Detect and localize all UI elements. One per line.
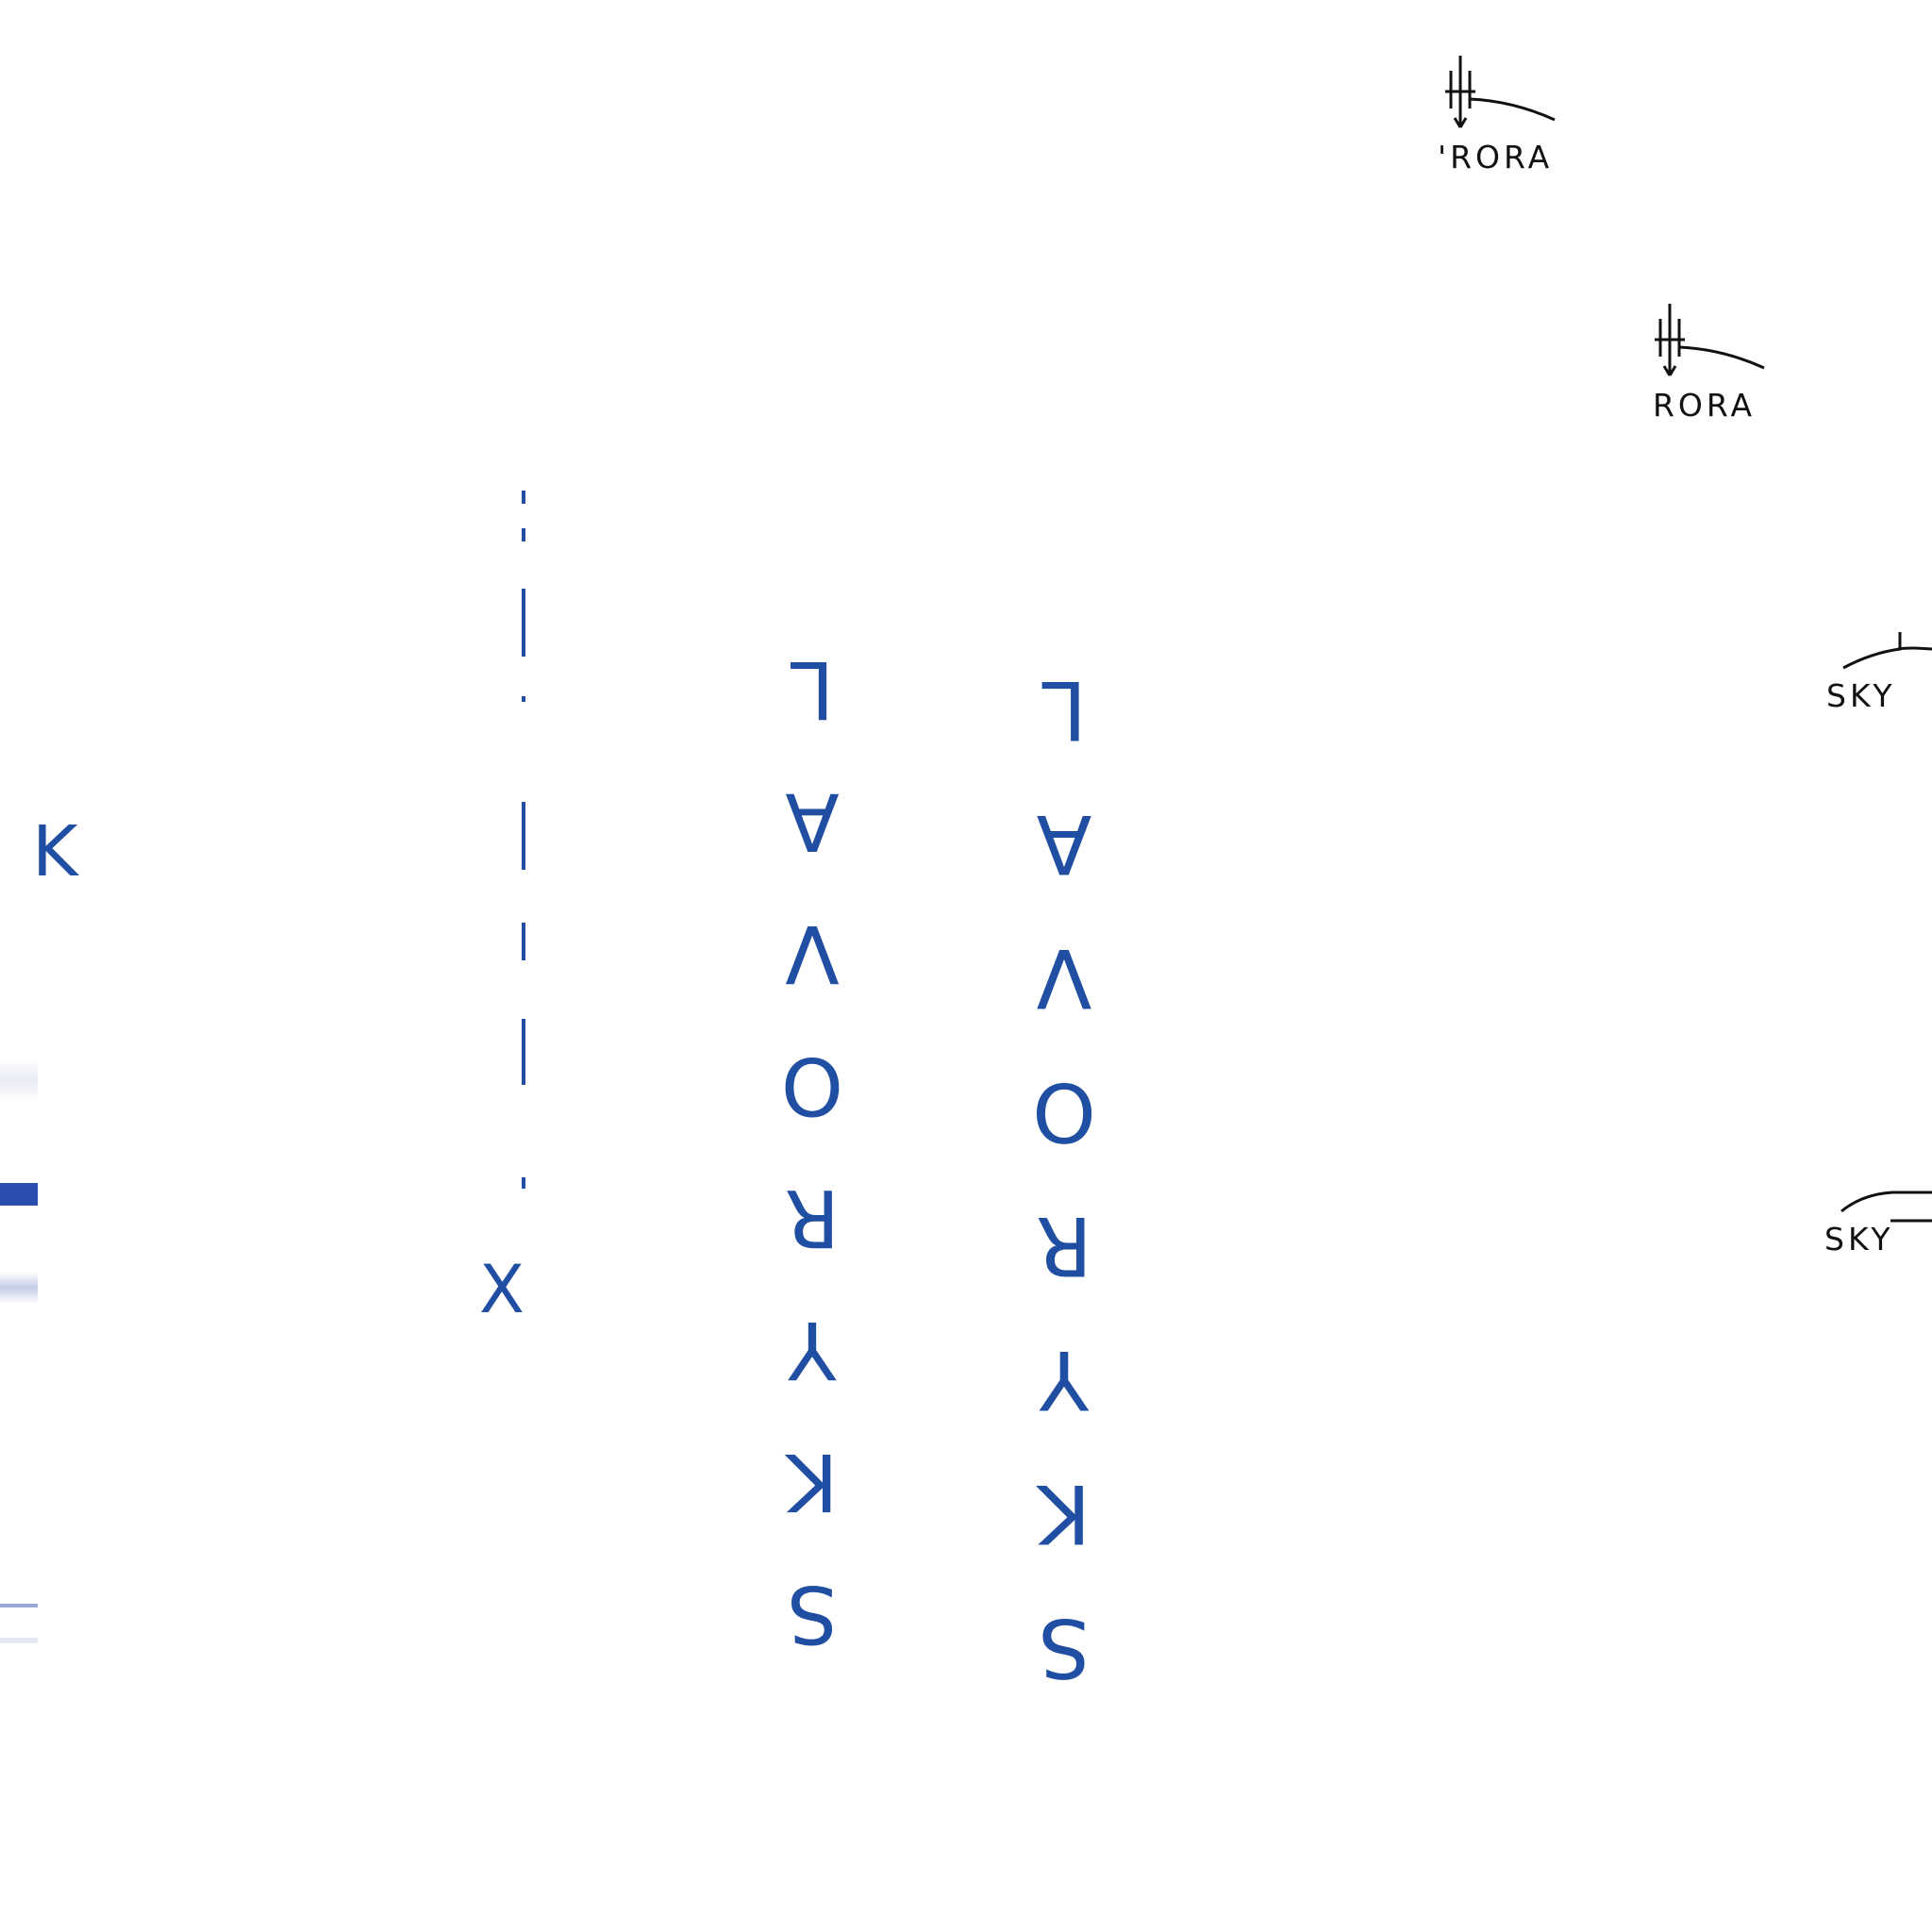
blur-bar bbox=[0, 1272, 38, 1304]
logo-block: 'RORA bbox=[1438, 52, 1589, 175]
logo-block: RORA bbox=[1647, 300, 1798, 424]
strip-mark bbox=[522, 528, 525, 541]
strip-mark bbox=[522, 589, 525, 657]
logo-text: 'RORA bbox=[1438, 139, 1554, 175]
arc-icon bbox=[1842, 632, 1932, 670]
logo-block: SKY bbox=[1824, 1179, 1932, 1264]
strip-mark bbox=[522, 696, 525, 702]
vertical-word: SKYROVAL bbox=[1017, 623, 1111, 1694]
logo-text: RORA bbox=[1653, 387, 1757, 424]
logo-text: SKY bbox=[1824, 1221, 1894, 1257]
strip-mark bbox=[522, 1019, 525, 1085]
blur-bar bbox=[0, 1604, 38, 1607]
strip-mark bbox=[522, 802, 525, 870]
spire-icon bbox=[1655, 304, 1765, 376]
logo-block: SKY bbox=[1824, 613, 1932, 717]
vertical-word: SKYROVAL bbox=[766, 604, 858, 1660]
strip-mark bbox=[522, 923, 525, 960]
blur-bar bbox=[0, 1058, 38, 1102]
blur-bar bbox=[0, 1183, 38, 1206]
spire-icon bbox=[1445, 56, 1556, 128]
strip-mark bbox=[522, 491, 525, 504]
strip-mark bbox=[522, 1177, 525, 1189]
blur-bar bbox=[0, 1638, 38, 1643]
fragment-letter: X bbox=[479, 1251, 525, 1328]
logo-text: SKY bbox=[1826, 677, 1896, 714]
arc-icon bbox=[1840, 1191, 1932, 1223]
fragment-letter: K bbox=[32, 811, 78, 892]
